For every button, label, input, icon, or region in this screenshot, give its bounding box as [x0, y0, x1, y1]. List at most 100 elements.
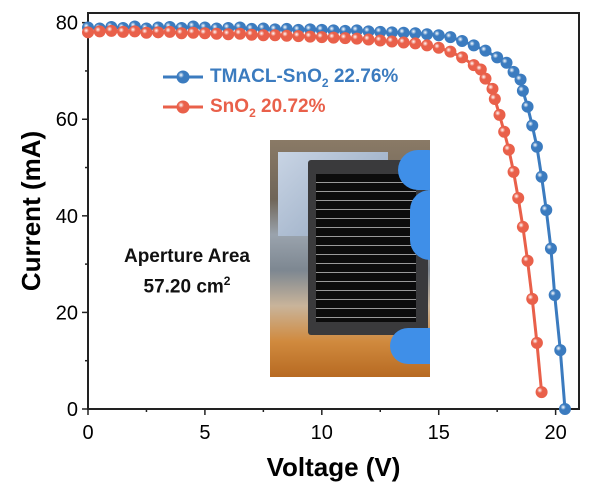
data-point — [198, 27, 211, 40]
glove-mid — [410, 190, 430, 260]
legend-marker — [176, 100, 190, 114]
data-point — [554, 344, 567, 357]
x-tick-label: 5 — [199, 422, 210, 444]
data-point — [269, 29, 282, 42]
data-point — [479, 72, 492, 85]
data-point — [488, 92, 501, 105]
y-tick-label: 40 — [56, 206, 78, 228]
y-tick-label: 60 — [56, 109, 78, 131]
data-point — [521, 100, 534, 113]
data-point — [507, 165, 520, 178]
data-point — [397, 36, 410, 49]
data-point — [362, 25, 375, 38]
aperture-annotation: Aperture Area 57.20 cm2 — [92, 245, 282, 299]
data-point — [479, 44, 492, 57]
data-point — [105, 24, 118, 37]
data-point — [456, 51, 469, 64]
y-tick-label: 0 — [67, 399, 78, 421]
data-point — [280, 29, 293, 42]
data-point — [467, 39, 480, 52]
data-point — [521, 254, 534, 267]
data-point — [409, 27, 422, 40]
data-point — [304, 30, 317, 43]
data-point — [222, 28, 235, 41]
y-tick-label: 80 — [56, 13, 78, 35]
data-point — [444, 45, 457, 58]
data-point — [514, 73, 527, 86]
data-point — [339, 32, 352, 45]
data-point — [535, 386, 548, 399]
data-point — [544, 242, 557, 255]
data-point — [163, 25, 176, 38]
data-point — [421, 28, 434, 41]
data-point — [82, 26, 94, 39]
data-point — [502, 143, 515, 156]
data-point — [493, 108, 506, 121]
device-photo — [270, 140, 430, 377]
legend-label-tmacl: TMACL-SnO2 22.76% — [210, 66, 399, 90]
data-point — [548, 289, 561, 302]
data-point — [245, 28, 258, 41]
x-tick-label: 0 — [82, 422, 93, 444]
data-point — [257, 29, 270, 42]
data-point — [117, 25, 130, 38]
x-tick-label: 10 — [311, 422, 333, 444]
solar-module — [308, 160, 428, 335]
y-axis-label: Current (mA) — [16, 131, 46, 291]
data-point — [516, 220, 529, 233]
data-point — [327, 31, 340, 44]
data-point — [512, 191, 525, 204]
data-point — [175, 27, 188, 40]
data-point — [292, 30, 305, 43]
data-point — [128, 25, 141, 38]
data-point — [385, 26, 398, 39]
data-point — [432, 29, 445, 42]
data-point — [421, 39, 434, 52]
data-point — [350, 32, 363, 45]
data-point — [374, 34, 387, 47]
data-point — [535, 170, 548, 183]
data-point — [152, 26, 165, 39]
data-point — [210, 27, 223, 40]
data-point — [385, 35, 398, 48]
data-point — [558, 403, 571, 415]
annotation-line1: Aperture Area — [123, 246, 250, 267]
data-point — [444, 31, 457, 44]
glove-bottom — [390, 328, 430, 364]
data-point — [530, 336, 543, 349]
data-point — [500, 56, 513, 69]
data-point — [350, 24, 363, 37]
data-point — [486, 82, 499, 95]
data-point — [540, 204, 553, 217]
legend-label-sno2: SnO2 20.72% — [210, 96, 326, 120]
x-tick-label: 20 — [544, 422, 566, 444]
y-tick-label: 20 — [56, 302, 78, 324]
data-point — [526, 292, 539, 305]
data-point — [187, 26, 200, 39]
data-point — [374, 25, 387, 38]
data-point — [456, 35, 469, 48]
annotation-line2: 57.20 cm2 — [143, 274, 231, 298]
data-point — [140, 26, 153, 39]
data-point — [491, 51, 504, 64]
data-point — [397, 26, 410, 39]
data-point — [516, 84, 529, 97]
data-point — [530, 140, 543, 153]
data-point — [474, 63, 487, 76]
data-point — [409, 37, 422, 50]
data-point — [526, 119, 539, 132]
data-point — [432, 41, 445, 54]
plot-frame — [87, 12, 580, 410]
data-point — [233, 27, 246, 40]
x-axis-label: Voltage (V) — [267, 452, 401, 482]
x-tick-label: 15 — [428, 422, 450, 444]
data-point — [315, 31, 328, 44]
data-point — [507, 65, 520, 78]
data-point — [93, 25, 106, 38]
data-point — [362, 33, 375, 46]
glove-top — [398, 150, 430, 190]
data-point — [498, 125, 511, 138]
legend-marker — [176, 70, 190, 84]
